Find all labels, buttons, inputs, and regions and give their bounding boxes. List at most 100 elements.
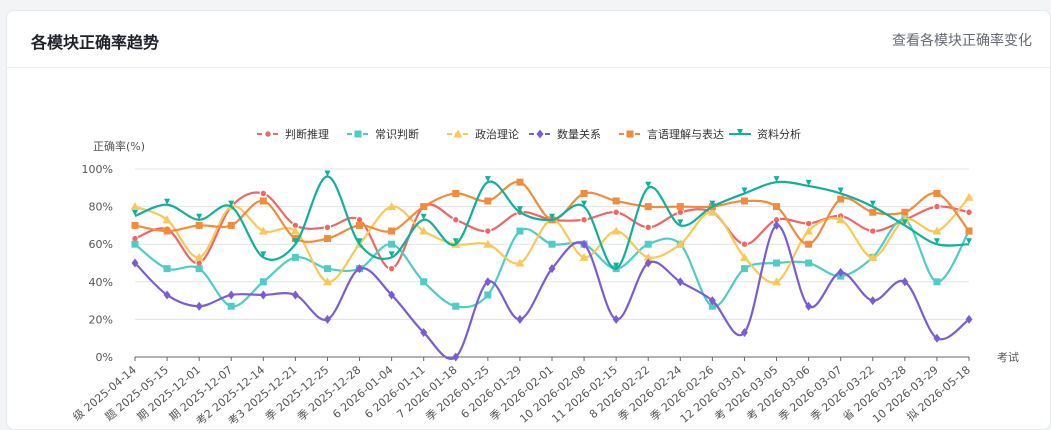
data-point	[708, 302, 716, 310]
card-header: 各模块正确率趋势 查看各模块正确率变化	[7, 11, 1050, 68]
data-point	[420, 203, 428, 211]
data-point	[356, 221, 364, 229]
data-point	[194, 252, 204, 261]
data-point	[484, 176, 491, 183]
data-point	[227, 302, 235, 310]
card-title: 各模块正确率趋势	[31, 33, 160, 52]
data-point	[580, 216, 588, 224]
data-point	[580, 239, 588, 249]
data-point	[933, 278, 941, 286]
data-point	[516, 314, 524, 324]
data-point	[805, 301, 813, 311]
data-point	[645, 181, 652, 188]
data-point	[323, 265, 331, 273]
legend-label[interactable]: 数量关系	[557, 127, 601, 141]
data-point	[420, 278, 428, 286]
data-point	[933, 333, 941, 343]
data-point	[484, 227, 492, 235]
data-point	[258, 226, 268, 235]
data-point	[836, 215, 846, 224]
data-point	[644, 258, 652, 268]
data-point	[933, 238, 940, 245]
line-chart: 0%20%40%60%80%100%正确率(%)考试级 2025-04-14题 …	[70, 127, 1019, 428]
legend-swatch-marker	[453, 129, 463, 138]
data-point	[901, 277, 909, 287]
data-point	[709, 200, 716, 207]
data-point	[227, 221, 235, 229]
y-tick-label: 100%	[82, 163, 113, 176]
data-point	[676, 203, 684, 211]
data-point	[740, 265, 748, 273]
legend-label[interactable]: 判断推理	[285, 127, 329, 141]
data-point	[581, 200, 588, 207]
data-point	[131, 221, 139, 229]
data-point	[901, 219, 908, 226]
data-point	[323, 223, 332, 231]
data-point	[131, 258, 139, 268]
data-point	[772, 277, 782, 286]
x-axis-title: 考试	[997, 351, 1019, 364]
legend-label[interactable]: 资料分析	[757, 127, 801, 141]
y-tick-label: 60%	[89, 238, 113, 251]
data-point	[290, 226, 300, 235]
data-point	[675, 239, 685, 248]
data-point	[324, 170, 331, 177]
data-point	[740, 328, 748, 338]
data-point	[163, 227, 171, 235]
data-point	[516, 206, 523, 213]
data-point	[869, 227, 877, 235]
data-point	[356, 238, 363, 245]
data-point	[580, 189, 588, 197]
data-point	[388, 227, 396, 235]
data-point	[163, 290, 171, 300]
data-point	[452, 238, 459, 245]
data-point	[292, 238, 299, 245]
data-point	[323, 314, 331, 324]
data-point	[388, 251, 395, 258]
y-tick-label: 40%	[89, 276, 113, 289]
data-point	[965, 314, 973, 324]
data-point	[387, 264, 396, 273]
data-point	[228, 200, 235, 207]
data-point	[868, 252, 878, 261]
data-point	[708, 296, 716, 306]
data-point	[773, 259, 781, 267]
data-point	[933, 189, 941, 197]
legend-swatch-marker	[737, 129, 743, 135]
data-point	[195, 265, 203, 273]
data-point	[612, 208, 620, 216]
data-point	[548, 264, 556, 274]
data-point	[291, 253, 299, 261]
data-point	[805, 240, 813, 248]
data-point	[837, 187, 844, 194]
data-point	[452, 352, 460, 362]
data-point	[484, 291, 492, 299]
data-point	[387, 202, 397, 211]
data-point	[869, 208, 877, 216]
data-point	[259, 290, 267, 300]
legend-label[interactable]: 常识判断	[375, 127, 419, 141]
view-module-accuracy-link[interactable]: 查看各模块正确率变化	[892, 33, 1032, 49]
data-point	[132, 210, 138, 216]
data-point	[644, 240, 652, 248]
data-point	[195, 301, 203, 311]
chart-card: 各模块正确率趋势 查看各模块正确率变化 0% 20% 40% 60% 80% 100% 正确…	[6, 10, 1051, 430]
legend-label[interactable]: 言语理解与表达	[647, 127, 724, 141]
data-point	[677, 219, 684, 226]
data-point	[965, 227, 973, 235]
data-point	[196, 213, 203, 220]
data-point	[612, 314, 620, 324]
legend-swatch-marker	[536, 129, 544, 139]
data-point	[259, 189, 268, 198]
data-point	[227, 290, 235, 300]
y-tick-label: 80%	[89, 201, 113, 214]
legend-label[interactable]: 政治理论	[475, 127, 519, 141]
data-point	[419, 226, 429, 235]
data-point	[966, 238, 972, 245]
y-axis-title: 正确率(%)	[93, 139, 145, 153]
data-point	[162, 215, 172, 224]
legend-swatch-marker	[354, 130, 362, 138]
data-point	[837, 267, 845, 277]
data-point	[420, 213, 427, 220]
data-point	[676, 277, 684, 287]
